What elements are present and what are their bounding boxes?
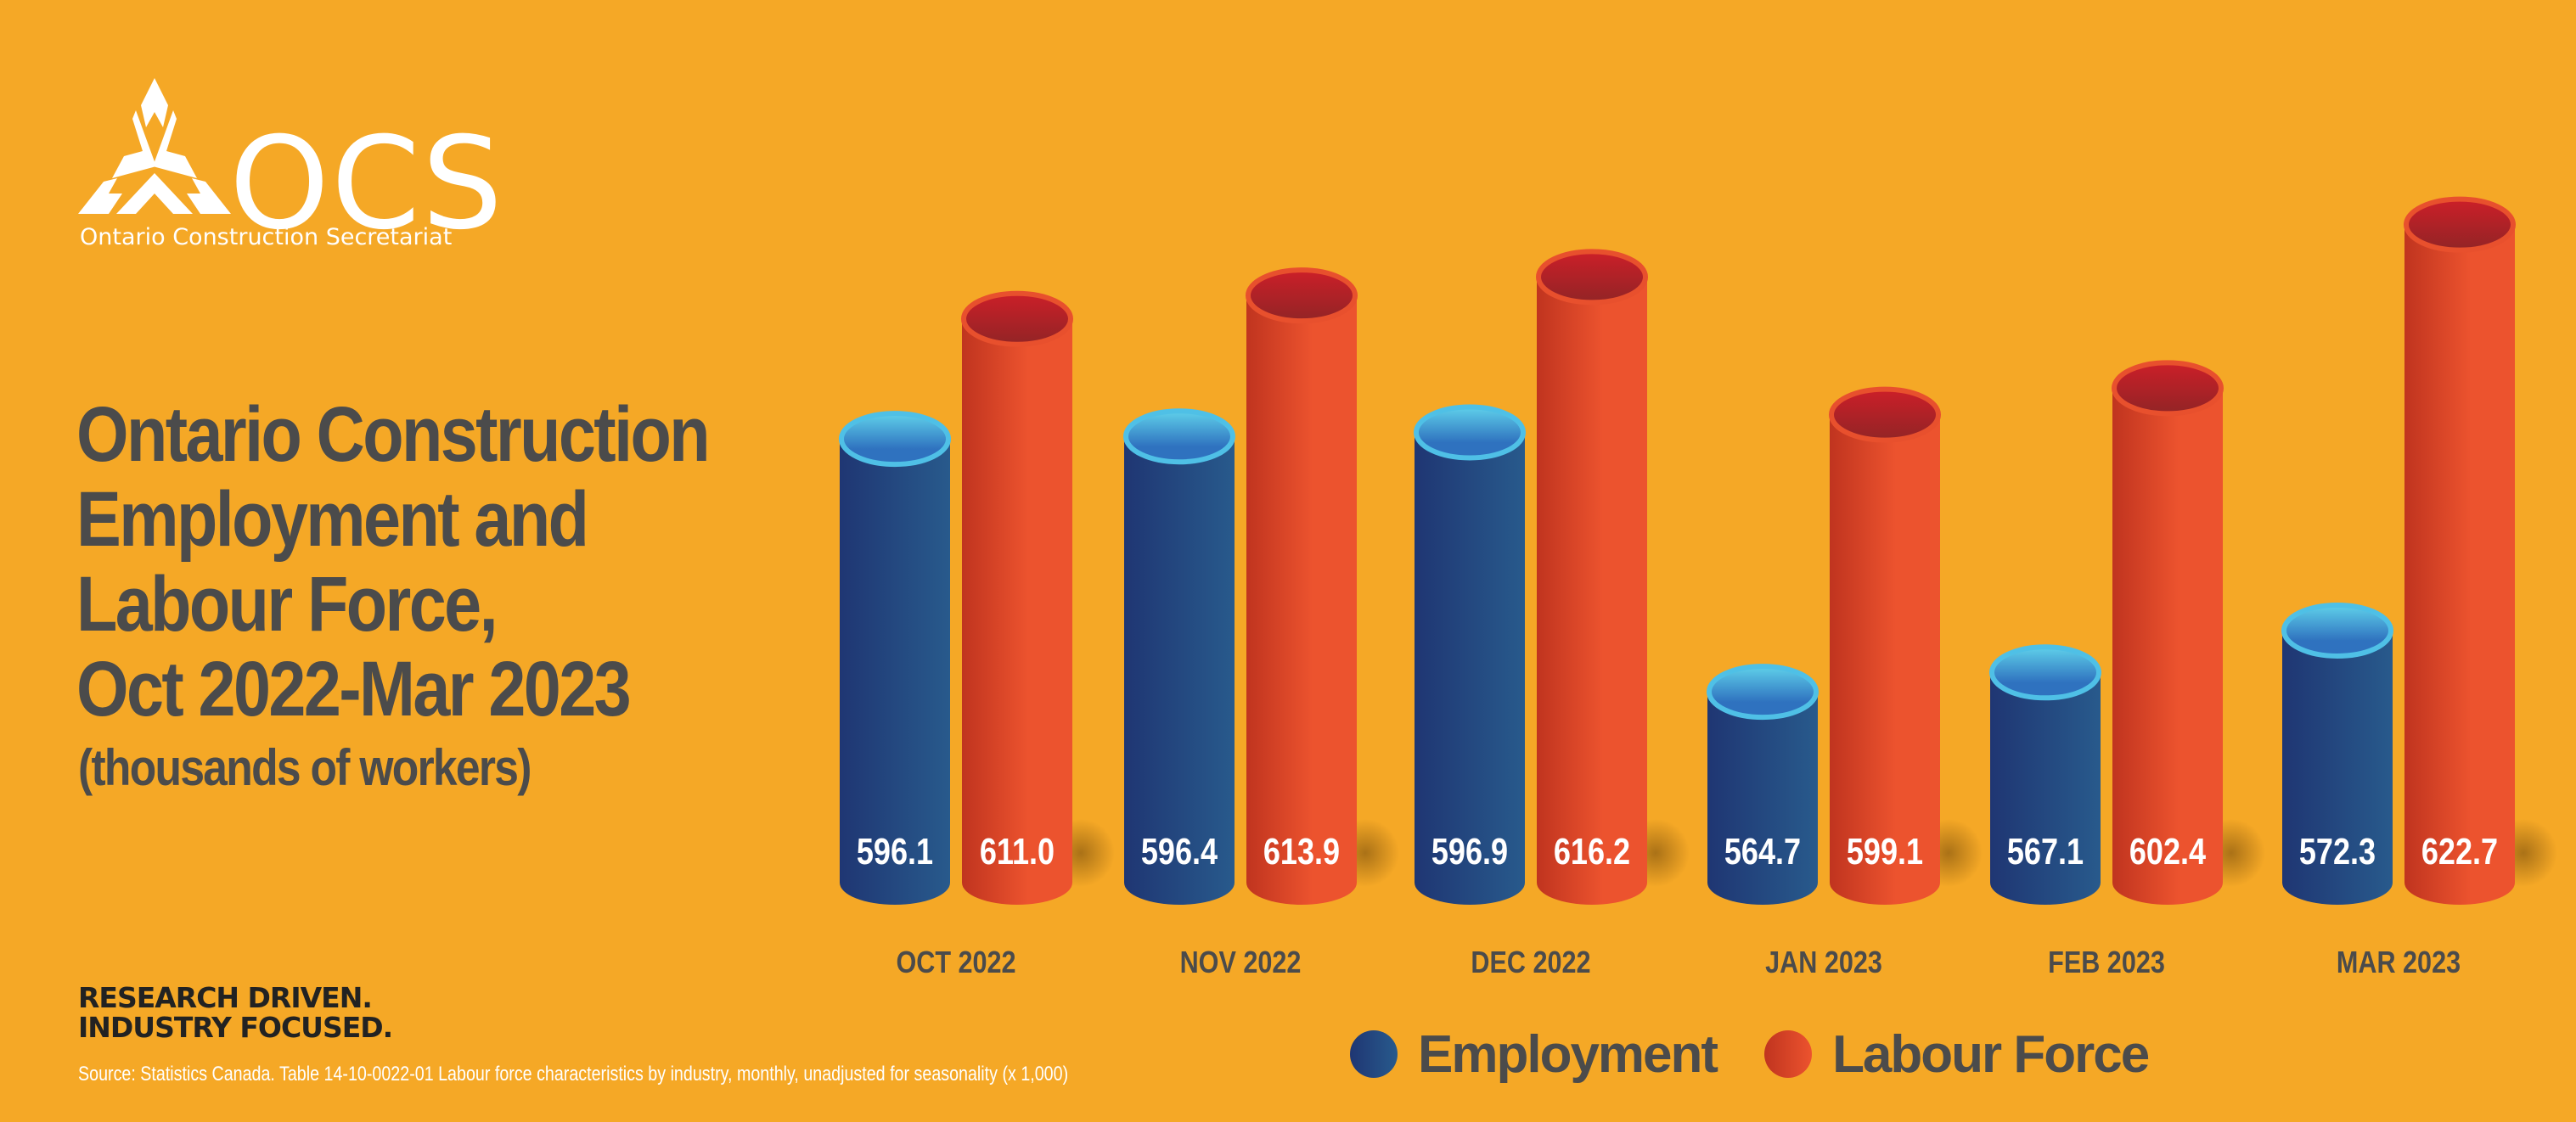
bar-top: [961, 290, 1073, 347]
x-tick-label: OCT 2022: [896, 946, 1015, 980]
employment-bar: [1414, 404, 1526, 905]
bar-body: [1707, 692, 1818, 905]
legend-swatch-employment: [1350, 1030, 1398, 1078]
title-line: Oct 2022-Mar 2023: [76, 646, 632, 732]
bar-top: [1829, 386, 1941, 443]
employment-bar: [1123, 408, 1235, 905]
labour-force-bar: [961, 290, 1115, 905]
tagline-line-1: RESEARCH DRIVEN.: [78, 981, 373, 1014]
logo-wordmark: OCS: [229, 110, 505, 258]
bar-body: [840, 439, 950, 905]
bar-top: [1123, 408, 1235, 465]
bar-body: [2282, 630, 2393, 905]
employment-bar: [839, 411, 951, 905]
legend-swatch-labour-force: [1764, 1030, 1813, 1078]
labour-force-bar: [1829, 386, 1983, 906]
value-label: 613.9: [1263, 831, 1340, 872]
bar-body: [1246, 295, 1357, 906]
chart-legend: Employment Labour Force: [1350, 1020, 2196, 1088]
bar-top: [1246, 267, 1358, 324]
value-label: 616.2: [1554, 831, 1630, 872]
source-note: Source: Statistics Canada. Table 14-10-0…: [78, 1063, 1069, 1086]
labour-force-bar: [1246, 267, 1399, 906]
bar-top: [2281, 602, 2393, 659]
organization-name: Ontario Construction Secretariat: [80, 224, 453, 250]
value-label: 611.0: [980, 831, 1055, 872]
value-label: 572.3: [2299, 831, 2376, 872]
x-tick-label: FEB 2023: [2048, 946, 2165, 980]
bar-body: [1124, 436, 1235, 905]
x-tick-label: DEC 2022: [1471, 946, 1590, 980]
bar-body: [1415, 432, 1525, 905]
bar-top: [2112, 360, 2224, 417]
x-tick-label: NOV 2022: [1180, 946, 1302, 980]
ocs-triangle-logo-icon: [78, 78, 231, 214]
value-label: 602.4: [2129, 831, 2207, 872]
bar-top: [1414, 404, 1526, 461]
title-line: Ontario Construction: [76, 391, 711, 478]
value-label: 596.9: [1431, 831, 1508, 872]
value-label: 599.1: [1847, 831, 1923, 872]
title-line: Labour Force,: [76, 561, 498, 648]
employment-bar: [1707, 664, 1819, 905]
labour-force-bar: [1536, 249, 1690, 905]
ocs-logo: OCS Ontario Construction Secretariat: [78, 78, 503, 256]
value-label: 596.1: [857, 831, 933, 872]
tagline: RESEARCH DRIVEN. INDUSTRY FOCUSED.: [78, 981, 393, 1044]
title-line: Employment and: [76, 476, 589, 563]
bar-body: [1537, 277, 1647, 905]
tagline-line-2: INDUSTRY FOCUSED.: [78, 1011, 393, 1044]
labour-force-bar: [2112, 360, 2265, 906]
value-label: 622.7: [2421, 831, 2498, 872]
legend-item-labour-force: Labour Force: [1764, 1024, 2150, 1085]
bar-body: [1990, 672, 2101, 905]
x-tick-label: MAR 2023: [2337, 946, 2461, 980]
bar-body: [2112, 388, 2223, 906]
bar-top: [1536, 249, 1648, 306]
chart-title: Ontario Construction Employment and Labo…: [76, 391, 711, 732]
labour-force-bar: [2404, 196, 2557, 905]
value-label: 567.1: [2007, 831, 2084, 872]
employment-bar: [1989, 644, 2101, 905]
value-label: 564.7: [1724, 831, 1801, 872]
bar-top: [1989, 644, 2101, 701]
employment-bar: [2281, 602, 2393, 905]
legend-label: Employment: [1418, 1024, 1718, 1084]
x-tick-label: JAN 2023: [1765, 946, 1882, 980]
bar-body: [1830, 414, 1940, 906]
legend-label: Labour Force: [1832, 1024, 2150, 1084]
bar-body: [2404, 224, 2515, 905]
legend-item-employment: Employment: [1350, 1024, 1718, 1085]
chart-subtitle: (thousands of workers): [78, 739, 532, 796]
bar-top: [2404, 196, 2516, 253]
bar-body: [962, 318, 1072, 905]
bar-top: [1707, 664, 1819, 721]
value-label: 596.4: [1141, 831, 1218, 872]
bar-top: [839, 411, 951, 468]
